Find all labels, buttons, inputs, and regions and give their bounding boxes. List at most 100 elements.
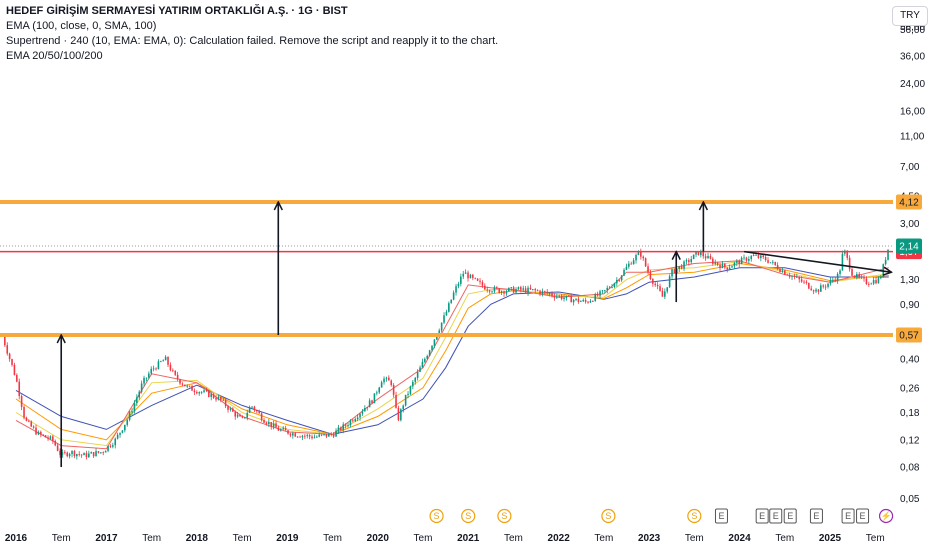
ema-line-ema-20 bbox=[15, 260, 889, 450]
candle-body bbox=[121, 430, 124, 433]
candle-body bbox=[860, 276, 863, 278]
candle-body bbox=[140, 383, 143, 392]
candle-body bbox=[160, 361, 162, 363]
candle-body bbox=[630, 263, 633, 265]
candle-body bbox=[32, 426, 35, 428]
candle-body bbox=[647, 266, 649, 273]
candle-body bbox=[184, 384, 186, 387]
trend-arrow bbox=[743, 250, 891, 273]
candle-body bbox=[613, 283, 616, 288]
candle-body bbox=[373, 393, 376, 404]
candle-body bbox=[148, 373, 150, 378]
candle-body bbox=[654, 283, 657, 285]
candle-body bbox=[740, 257, 743, 265]
candle-body bbox=[527, 287, 529, 293]
candle-body bbox=[282, 428, 285, 430]
candle-body bbox=[644, 258, 647, 267]
candle-body bbox=[383, 378, 385, 383]
candle-body bbox=[368, 400, 371, 408]
candle-body bbox=[863, 277, 865, 279]
legend-supertrend-line[interactable]: Supertrend · 240 (10, EMA: EMA, 0): Calc… bbox=[6, 35, 499, 47]
candle-body bbox=[272, 423, 275, 427]
candle-body bbox=[541, 291, 544, 294]
candle-body bbox=[688, 260, 690, 263]
candle-body bbox=[412, 381, 414, 387]
candle-body bbox=[834, 279, 837, 281]
candle-body bbox=[54, 440, 57, 446]
candle-body bbox=[352, 420, 354, 422]
ema-line-ema-50 bbox=[15, 260, 889, 447]
candle-body bbox=[239, 414, 241, 417]
candle-body bbox=[256, 410, 258, 412]
candle-body bbox=[649, 272, 652, 279]
candle-body bbox=[793, 276, 796, 278]
candle-body bbox=[608, 287, 611, 289]
candle-body bbox=[772, 261, 774, 263]
candle-body bbox=[870, 283, 873, 285]
candle-body bbox=[570, 295, 573, 303]
candle-body bbox=[433, 339, 436, 346]
candle-body bbox=[762, 255, 765, 258]
candle-body bbox=[618, 280, 621, 281]
candle-body bbox=[517, 287, 520, 290]
candle-body bbox=[138, 391, 141, 398]
price-tick-label: 36,00 bbox=[900, 52, 925, 63]
candle-body bbox=[376, 392, 378, 394]
candle-body bbox=[294, 433, 297, 437]
candle-body bbox=[817, 289, 820, 292]
candle-body bbox=[349, 420, 352, 426]
candle-body bbox=[575, 298, 577, 300]
candle-body bbox=[419, 367, 421, 372]
candle-body bbox=[4, 336, 6, 346]
candle-body bbox=[491, 291, 493, 293]
candle-body bbox=[205, 390, 208, 392]
candle-body bbox=[83, 453, 85, 456]
candle-body bbox=[481, 281, 484, 286]
candle-body bbox=[508, 287, 510, 292]
candle-body bbox=[236, 414, 239, 417]
candle-body bbox=[764, 257, 767, 261]
candle-body bbox=[107, 445, 109, 451]
time-tick-label: 2024 bbox=[728, 533, 751, 544]
candle-body bbox=[620, 275, 623, 281]
candle-body bbox=[354, 419, 357, 422]
candle-body bbox=[520, 287, 522, 290]
candle-body bbox=[344, 424, 347, 426]
candle-body bbox=[128, 412, 131, 420]
candle-body bbox=[186, 385, 189, 387]
candle-body bbox=[217, 396, 220, 400]
price-tick-label: 0,18 bbox=[900, 408, 920, 419]
candle-body bbox=[556, 296, 558, 298]
legend-ema-line[interactable]: EMA (100, close, 0, SMA, 100) bbox=[6, 20, 157, 32]
candle-body bbox=[268, 422, 270, 425]
candle-body bbox=[539, 290, 541, 294]
candle-body bbox=[145, 377, 148, 379]
candle-body bbox=[887, 249, 889, 260]
candle-body bbox=[788, 275, 791, 277]
candle-body bbox=[510, 287, 513, 289]
candle-body bbox=[868, 284, 870, 285]
candle-body bbox=[805, 281, 808, 283]
candle-body bbox=[172, 370, 174, 372]
candle-body bbox=[479, 280, 481, 282]
price-tick-label: 0,08 bbox=[900, 463, 920, 474]
legend-ema-ribbon-line[interactable]: EMA 20/50/100/200 bbox=[6, 50, 103, 62]
candle-body bbox=[752, 255, 755, 256]
symbol-title[interactable]: HEDEF GİRİŞİM SERMAYESİ YATIRIM ORTAKLIĞ… bbox=[6, 5, 348, 17]
candle-body bbox=[726, 267, 729, 270]
currency-button[interactable]: TRY bbox=[892, 6, 928, 26]
earnings-marker-label: E bbox=[845, 511, 851, 521]
candle-body bbox=[416, 371, 419, 378]
candle-body bbox=[704, 256, 707, 259]
split-marker-icon bbox=[878, 508, 894, 524]
candle-body bbox=[596, 294, 599, 296]
candle-body bbox=[769, 262, 772, 264]
time-tick-label: 2023 bbox=[638, 533, 661, 544]
candle-body bbox=[884, 259, 887, 265]
price-tags: 4,121,970,572,14 bbox=[896, 194, 922, 343]
candle-body bbox=[13, 364, 16, 375]
candle-body bbox=[275, 423, 277, 428]
candle-body bbox=[791, 276, 793, 277]
candle-body bbox=[402, 405, 405, 410]
